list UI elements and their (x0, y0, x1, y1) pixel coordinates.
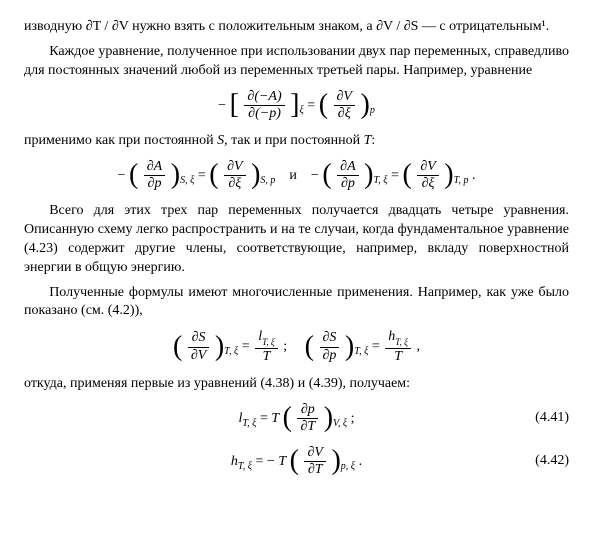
equation-3: ( ∂S ∂V )T, ξ = lT, ξ T ; ( ∂S ∂p )T, ξ … (24, 329, 569, 364)
eq3-b-sub: T, ξ (354, 346, 368, 357)
eq2-t4-den: ∂ξ (417, 176, 438, 192)
eq1-rhs-den: ∂ξ (334, 106, 355, 122)
paragraph-2: Каждое уравнение, полученное при использ… (24, 43, 569, 81)
equation-5-row: hT, ξ = − T ( ∂V ∂T )p, ξ . (4.42) (24, 445, 569, 478)
eq3-a-num: ∂S (188, 330, 209, 347)
eq2-t4-sub: T, p (454, 175, 469, 186)
eq2-t2-den: ∂ξ (224, 176, 245, 192)
eq1-lhs-num: ∂(−A) (244, 89, 284, 106)
eq3-b-rhs-num-sub: T, ξ (395, 337, 408, 347)
eq4-sub: V, ξ (333, 417, 347, 428)
equation-4-row: lT, ξ = T ( ∂p ∂T )V, ξ ; (4.41) (24, 402, 569, 435)
eq4-lhs-sub: T, ξ (242, 417, 256, 428)
eq2-t1-den: ∂p (144, 176, 165, 192)
equation-2: − ( ∂A ∂p )S, ξ = ( ∂V ∂ξ )S, p и − ( ∂A… (24, 159, 569, 192)
eq5-den: ∂T (304, 462, 325, 478)
eq5-ref: (4.42) (535, 452, 569, 471)
eq4-den: ∂T (297, 419, 318, 435)
eq2-t1-sub: S, ξ (180, 175, 194, 186)
paragraph-1: изводную ∂T / ∂V нужно взять с положител… (24, 18, 569, 37)
eq1-rhs-num: ∂V (334, 89, 355, 106)
eq1-rhs-sub: p (370, 104, 375, 115)
eq3-a-rhs-den: T (255, 349, 278, 365)
eq1-lhs-sub: ξ (299, 104, 303, 115)
eq2-t4-num: ∂V (417, 159, 438, 176)
equation-4: lT, ξ = T ( ∂p ∂T )V, ξ ; (238, 402, 354, 435)
eq3-b-den: ∂p (320, 348, 340, 364)
equation-1: − [ ∂(−A) ∂(−p) ]ξ = ( ∂V ∂ξ )p (24, 89, 569, 122)
eq2-and: и (289, 168, 297, 183)
eq5-lhs-sub: T, ξ (238, 461, 252, 472)
eq3-a-sub: T, ξ (224, 346, 238, 357)
eq2-t1-num: ∂A (144, 159, 165, 176)
paragraph-3: применимо как при постоянной S, так и пр… (24, 132, 569, 151)
eq3-a-den: ∂V (188, 348, 209, 364)
eq5-T: T (278, 454, 286, 469)
eq4-num: ∂p (297, 402, 318, 419)
paragraph-4: Всего для этих трех пар переменных получ… (24, 202, 569, 278)
eq3-b-rhs-den: T (385, 349, 411, 365)
p3-a: применимо как при постоянной (24, 133, 217, 148)
paragraph-6: откуда, применяя первые из уравнений (4.… (24, 375, 569, 394)
eq1-lhs-den: ∂(−p) (244, 106, 284, 122)
eq3-a-rhs-num-sub: T, ξ (262, 337, 275, 347)
eq2-t2-num: ∂V (224, 159, 245, 176)
eq5-num: ∂V (304, 445, 325, 462)
eq2-t3-num: ∂A (337, 159, 358, 176)
eq4-T: T (271, 410, 279, 425)
eq2-t3-sub: T, ξ (373, 175, 387, 186)
p3-c: : (371, 133, 375, 148)
eq4-ref: (4.41) (535, 409, 569, 428)
eq5-lhs: h (231, 454, 238, 469)
eq5-sub: p, ξ (341, 461, 355, 472)
eq2-t2-sub: S, p (260, 175, 275, 186)
p3-b: , так и при постоянной (224, 133, 363, 148)
equation-5: hT, ξ = − T ( ∂V ∂T )p, ξ . (231, 445, 362, 478)
eq2-t3-den: ∂p (337, 176, 358, 192)
paragraph-5: Полученные формулы имеют многочисленные … (24, 284, 569, 322)
eq3-b-num: ∂S (320, 330, 340, 347)
